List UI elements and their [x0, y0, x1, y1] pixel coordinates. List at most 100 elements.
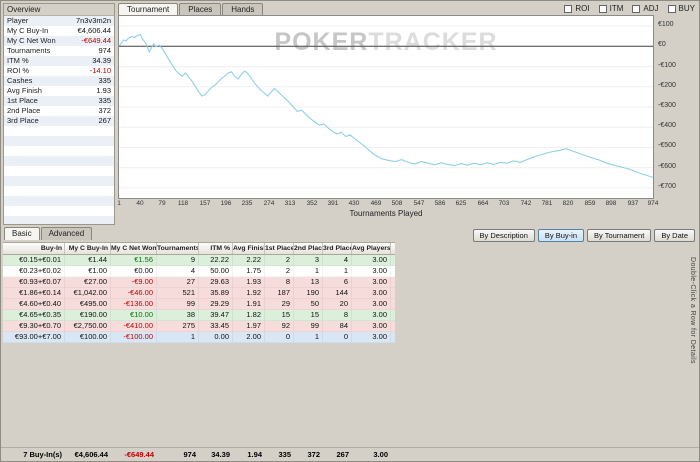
section-tabbar: Basic Advanced — [4, 227, 93, 240]
x-axis-title: Tournaments Played — [349, 209, 423, 218]
table-row[interactable]: €93.00+€7.00 €100.00 -€100.00 1 0.00 2.00 0 1 0 3… — [3, 332, 395, 343]
graph-options: ROI ITM ADJ BUY — [564, 4, 695, 13]
table-row[interactable]: €1.86+€0.14 €1,042.00 -€46.00 521 35.89 1.92 1… — [3, 288, 395, 299]
cell: €1.86+€0.14 — [3, 288, 65, 298]
footer-cell: 267 — [336, 450, 349, 459]
footer-cell: 372 — [307, 450, 320, 459]
column-header-avg-finish[interactable]: Avg Finish — [233, 243, 265, 254]
checkbox-roi[interactable] — [564, 4, 573, 13]
cell: 190 — [294, 288, 323, 298]
view-button-by-date[interactable]: By Date — [654, 229, 695, 242]
checkbox-buy[interactable] — [667, 4, 676, 13]
cell: 99 — [294, 321, 323, 331]
cell: 1 — [294, 266, 323, 276]
cell: 1.92 — [233, 288, 265, 298]
section-tab-advanced[interactable]: Advanced — [40, 227, 93, 240]
y-axis-label: -€200 — [658, 82, 676, 89]
view-button-by-tournament[interactable]: By Tournament — [587, 229, 652, 242]
stat-value: €4,606.44 — [77, 26, 111, 35]
x-axis-tick: 974 — [647, 200, 659, 207]
tab-tournament[interactable]: Tournament — [118, 3, 179, 16]
overview-stat-row: 3rd Place 267 — [4, 116, 114, 126]
cell: 2.00 — [233, 332, 265, 342]
table-row[interactable]: €0.23+€0.02 €1.00 €0.00 4 50.00 1.75 2 1 1 3.00 — [3, 266, 395, 277]
view-button-by-buy-in[interactable]: By Buy-in — [537, 229, 584, 242]
column-header-tournaments[interactable]: Tournaments — [157, 243, 199, 254]
table-body: €0.15+€0.01 €1.44 €1.56 9 22.22 2.22 2 3 4 3.00 €0… — [3, 255, 395, 343]
cell: €0.93+€0.07 — [3, 277, 65, 287]
x-axis-labels: 1 40 79 118 157 196 235 274 313 352 391 430 469 508 54… — [117, 200, 658, 208]
column-header-buy-in[interactable]: Buy-In — [3, 243, 65, 254]
column-header-2nd-place[interactable]: 2nd Place — [294, 243, 323, 254]
cell: 3.00 — [352, 299, 391, 309]
overview-empty-row — [4, 176, 114, 186]
cell: €0.23+€0.02 — [3, 266, 65, 276]
column-header-my-c-buy-in[interactable]: My C Buy-In — [65, 243, 111, 254]
graph-option-roi[interactable]: ROI — [564, 4, 590, 13]
y-axis-label: €100 — [658, 21, 674, 28]
stat-value: 267 — [98, 116, 111, 125]
overview-stat-row: Player 7n3v3m2n — [4, 16, 114, 26]
column-header-itm[interactable]: ITM % — [199, 243, 233, 254]
y-axis-label: -€600 — [658, 163, 676, 170]
overview-empty-row — [4, 216, 114, 224]
table-row[interactable]: €9.30+€0.70 €2,750.00 -€410.00 275 33.45 1.97… — [3, 321, 395, 332]
cell: 33.45 — [199, 321, 233, 331]
cell: 1.91 — [233, 299, 265, 309]
double-click-hint: Double-Click a Row for Details — [689, 257, 696, 364]
tab-places[interactable]: Places — [179, 3, 222, 16]
y-axis-label: -€700 — [658, 183, 676, 190]
stat-label: ROI % — [7, 66, 30, 75]
cell: €4.60+€0.40 — [3, 299, 65, 309]
x-axis-tick: 313 — [284, 200, 296, 207]
x-axis-tick: 508 — [391, 200, 403, 207]
section-tab-basic[interactable]: Basic — [4, 227, 40, 240]
graph-option-buy[interactable]: BUY — [667, 4, 695, 13]
cell: 4 — [157, 266, 199, 276]
column-header-my-c-net-won[interactable]: My C Net Won — [111, 243, 157, 254]
cell: 99 — [157, 299, 199, 309]
cell: 15 — [294, 310, 323, 320]
cell: €0.15+€0.01 — [3, 255, 65, 265]
table-row[interactable]: €0.15+€0.01 €1.44 €1.56 9 22.22 2.22 2 3 4 3.00 — [3, 255, 395, 266]
x-axis-tick: 586 — [434, 200, 446, 207]
stat-value: 335 — [98, 96, 111, 105]
results-table: Buy-In My C Buy-In My C Net Won Tournaments… — [3, 242, 395, 343]
results-graph[interactable] — [119, 16, 653, 198]
x-axis-tick: 40 — [136, 200, 144, 207]
stat-value: 34.39 — [92, 56, 111, 65]
table-row[interactable]: €4.60+€0.40 €495.00 -€136.00 99 29.29 1.91 29 5… — [3, 299, 395, 310]
cell: 187 — [265, 288, 294, 298]
option-label: ITM — [609, 4, 624, 13]
y-axis-label: -€100 — [658, 62, 676, 69]
cell: -€410.00 — [111, 321, 157, 331]
column-header-3rd-place[interactable]: 3rd Place — [323, 243, 352, 254]
stat-value: -14.10 — [89, 66, 111, 75]
cell: €100.00 — [65, 332, 111, 342]
column-header-avg-players[interactable]: Avg Players — [352, 243, 391, 254]
table-row[interactable]: €0.93+€0.07 €27.00 -€9.00 27 29.63 1.93 8 13 6 3.… — [3, 277, 395, 288]
checkbox-adj[interactable] — [632, 4, 641, 13]
cell: 1.97 — [233, 321, 265, 331]
cell: 3.00 — [352, 332, 391, 342]
view-button-by-description[interactable]: By Description — [472, 229, 535, 242]
cell: €190.00 — [65, 310, 111, 320]
table-row[interactable]: €4.65+€0.35 €190.00 €10.00 38 39.47 1.82 15 15 8… — [3, 310, 395, 321]
column-header-1st-place[interactable]: 1st Place — [265, 243, 294, 254]
cell: €1.56 — [111, 255, 157, 265]
x-axis-tick: 859 — [584, 200, 596, 207]
cell: 1 — [157, 332, 199, 342]
cell: 29.29 — [199, 299, 233, 309]
option-label: ADJ — [643, 4, 659, 13]
footer-cell: €4,606.44 — [74, 450, 108, 459]
cell: -€136.00 — [111, 299, 157, 309]
footer-cell: 974 — [183, 450, 196, 459]
checkbox-itm[interactable] — [598, 4, 607, 13]
graph-option-itm[interactable]: ITM — [598, 4, 624, 13]
footer-divider — [1, 447, 699, 448]
cell: 39.47 — [199, 310, 233, 320]
x-axis-tick: 703 — [498, 200, 510, 207]
graph-option-adj[interactable]: ADJ — [632, 4, 659, 13]
overview-stats: Player 7n3v3m2n My C Buy-In €4,606.44 My C N… — [4, 16, 114, 224]
tab-hands[interactable]: Hands — [222, 3, 264, 16]
